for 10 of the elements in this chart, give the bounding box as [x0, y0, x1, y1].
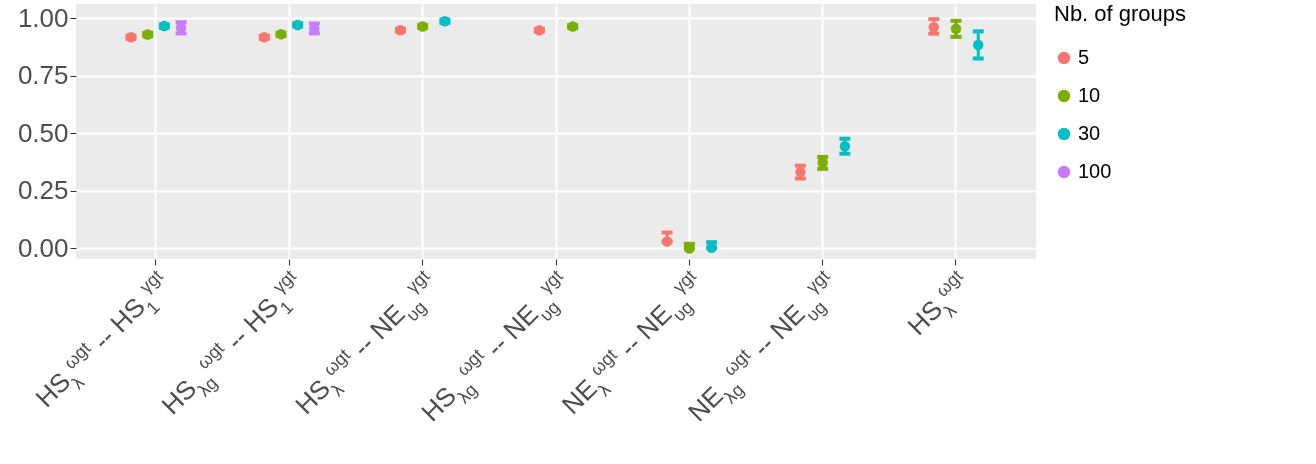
legend-title: Nb. of groups [1054, 1, 1187, 26]
legend-label: 10 [1078, 84, 1101, 106]
y-tick-label: 1.00 [17, 2, 69, 33]
y-tick-label: 0.75 [17, 60, 69, 91]
y-tick-label: 0.25 [17, 175, 69, 206]
legend-label: 30 [1078, 122, 1101, 144]
y-tick-label: 0.50 [17, 117, 69, 148]
legend-label: 100 [1078, 160, 1112, 182]
y-tick-label: 0.00 [17, 232, 69, 263]
legend-label: 5 [1078, 46, 1090, 68]
